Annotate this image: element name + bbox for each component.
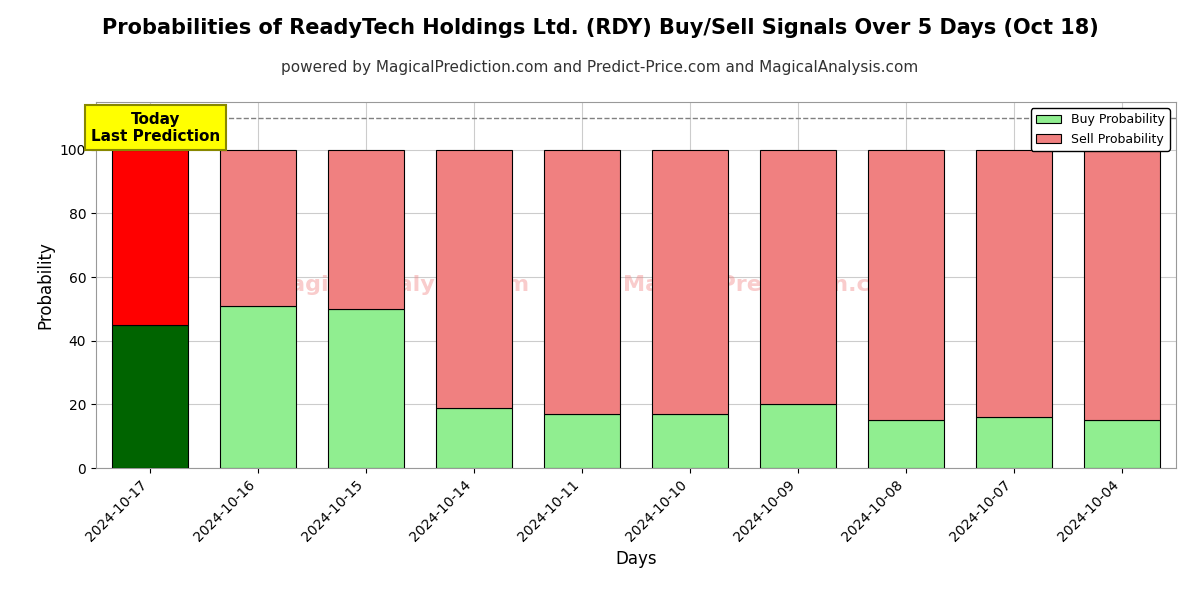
Bar bbox=[437, 407, 512, 468]
X-axis label: Days: Days bbox=[616, 550, 656, 568]
Text: powered by MagicalPrediction.com and Predict-Price.com and MagicalAnalysis.com: powered by MagicalPrediction.com and Pre… bbox=[281, 60, 919, 75]
Bar bbox=[653, 414, 728, 468]
Legend: Buy Probability, Sell Probability: Buy Probability, Sell Probability bbox=[1031, 108, 1170, 151]
Bar bbox=[437, 150, 512, 407]
Text: Probabilities of ReadyTech Holdings Ltd. (RDY) Buy/Sell Signals Over 5 Days (Oct: Probabilities of ReadyTech Holdings Ltd.… bbox=[102, 18, 1098, 38]
Bar bbox=[1085, 420, 1159, 468]
Bar bbox=[113, 150, 188, 325]
Text: MagicalAnalysis.com: MagicalAnalysis.com bbox=[268, 275, 529, 295]
Text: MagicalPrediction.com: MagicalPrediction.com bbox=[623, 275, 908, 295]
Y-axis label: Probability: Probability bbox=[36, 241, 54, 329]
Bar bbox=[545, 414, 619, 468]
Bar bbox=[329, 150, 403, 309]
Bar bbox=[977, 417, 1051, 468]
Bar bbox=[329, 309, 403, 468]
Bar bbox=[113, 325, 188, 468]
Bar bbox=[761, 404, 836, 468]
Bar bbox=[1085, 150, 1159, 420]
Text: Today
Last Prediction: Today Last Prediction bbox=[91, 112, 220, 144]
Bar bbox=[761, 150, 836, 404]
Bar bbox=[653, 150, 728, 414]
Bar bbox=[977, 150, 1051, 417]
Bar bbox=[221, 150, 296, 305]
Bar bbox=[869, 420, 944, 468]
Bar bbox=[221, 305, 296, 468]
Bar bbox=[545, 150, 619, 414]
Bar bbox=[869, 150, 944, 420]
